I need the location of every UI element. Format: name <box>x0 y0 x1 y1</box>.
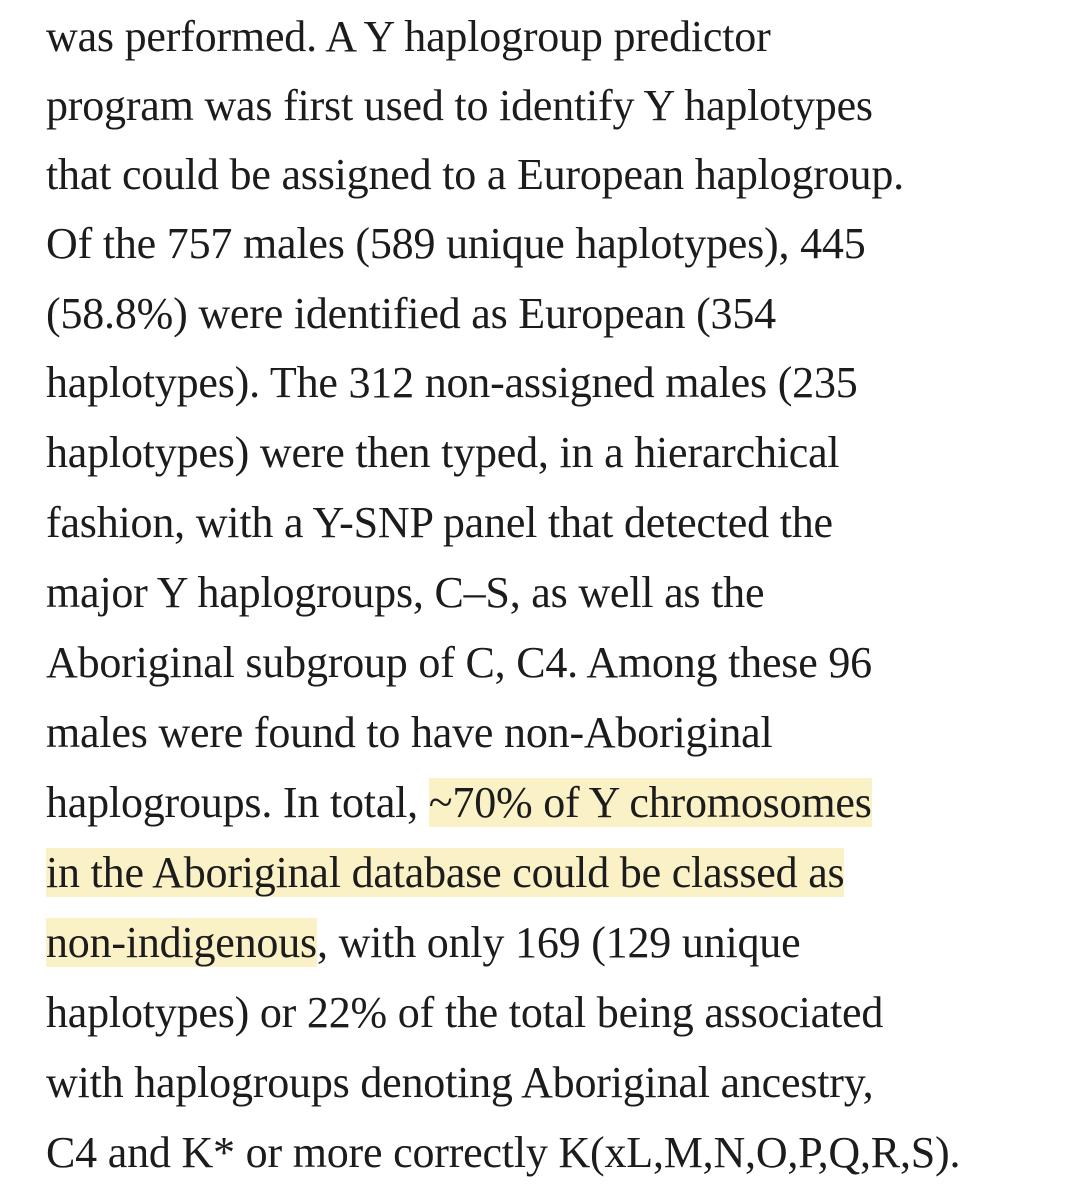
text-line: haplotypes) or 22% of the total being as… <box>46 978 883 1047</box>
line-text: was performed. A Y haplogroup predictor <box>46 12 771 61</box>
line-text: that could be assigned to a European hap… <box>46 150 904 199</box>
line-text: Of the 757 males (589 unique haplotypes)… <box>46 219 866 268</box>
highlighted-text: ~70% of Y chromosomes <box>428 778 872 827</box>
text-line: was performed. A Y haplogroup predictor <box>46 2 771 71</box>
line-text: males were found to have non-Aboriginal <box>46 708 773 757</box>
line-text: (58.8%) were identified as European (354 <box>46 289 776 338</box>
text-line: non-indigenous, with only 169 (129 uniqu… <box>46 908 801 977</box>
line-text: haplotypes). The 312 non-assigned males … <box>46 358 858 407</box>
text-line: males were found to have non-Aboriginal <box>46 698 773 767</box>
text-line: (58.8%) were identified as European (354 <box>46 279 776 348</box>
text-line: haplotypes) were then typed, in a hierar… <box>46 418 840 487</box>
text-line: program was first used to identify Y hap… <box>46 71 873 140</box>
line-text: major Y haplogroups, C–S, as well as the <box>46 568 765 617</box>
text-line: haplotypes). The 312 non-assigned males … <box>46 348 858 417</box>
text-line: with haplogroups denoting Aboriginal anc… <box>46 1048 874 1117</box>
text-line: Of the 757 males (589 unique haplotypes)… <box>46 209 866 278</box>
text-line: haplogroups. In total, ~70% of Y chromos… <box>46 768 872 837</box>
line-text: Aboriginal subgroup of C, C4. Among thes… <box>46 638 872 687</box>
line-text: haplogroups. In total, <box>46 778 429 827</box>
line-text: , with only 169 (129 unique <box>316 918 801 967</box>
text-line: C4 and K* or more correctly K(xL,M,N,O,P… <box>46 1118 960 1187</box>
text-line: Aboriginal subgroup of C, C4. Among thes… <box>46 628 872 697</box>
text-line: in the Aboriginal database could be clas… <box>46 838 845 907</box>
line-text: program was first used to identify Y hap… <box>46 81 873 130</box>
text-line: that could be assigned to a European hap… <box>46 140 904 209</box>
highlighted-text: in the Aboriginal database could be clas… <box>46 848 845 897</box>
text-line: major Y haplogroups, C–S, as well as the <box>46 558 765 627</box>
line-text: with haplogroups denoting Aboriginal anc… <box>46 1058 874 1107</box>
line-text: haplotypes) or 22% of the total being as… <box>46 988 884 1037</box>
line-text: haplotypes) were then typed, in a hierar… <box>46 428 840 477</box>
text-line: fashion, with a Y-SNP panel that detecte… <box>46 488 833 557</box>
highlighted-text: non-indigenous <box>46 918 317 967</box>
line-text: fashion, with a Y-SNP panel that detecte… <box>46 498 833 547</box>
line-text: C4 and K* or more correctly K(xL,M,N,O,P… <box>46 1128 961 1177</box>
